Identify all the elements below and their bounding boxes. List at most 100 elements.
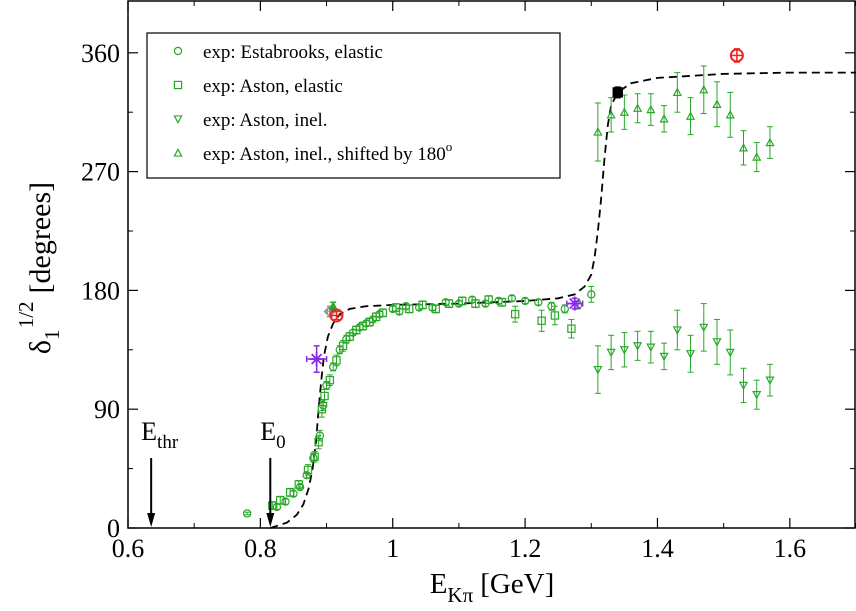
y-axis-label: δ11/2[degrees] xyxy=(14,182,64,354)
data-point xyxy=(632,330,643,361)
triangle-down-marker xyxy=(685,350,696,359)
data-point xyxy=(276,495,285,505)
data-point xyxy=(338,340,348,352)
red-circle-1-marker xyxy=(329,308,344,323)
y-tick-label: 270 xyxy=(81,158,120,187)
triangle-up-marker xyxy=(685,111,696,120)
data-point xyxy=(619,332,629,368)
square-marker xyxy=(405,304,414,314)
legend-label: exp: Aston, inel. xyxy=(203,110,328,131)
data-point xyxy=(285,487,295,497)
data-point xyxy=(619,94,629,130)
data-point xyxy=(560,304,570,314)
data-point xyxy=(606,97,616,133)
data-point xyxy=(365,317,374,327)
data-point xyxy=(242,509,252,518)
data-point xyxy=(325,374,335,386)
data-point xyxy=(699,65,709,115)
triangle-up-marker xyxy=(659,113,669,123)
plot-frame xyxy=(127,0,856,529)
square-marker xyxy=(471,299,480,308)
triangle-up-marker xyxy=(725,109,735,119)
legend-label: exp: Estabrooks, elastic xyxy=(203,42,383,63)
x-tick-label: 1.2 xyxy=(509,534,542,563)
data-point xyxy=(303,464,313,476)
triangle-down-marker xyxy=(672,326,682,335)
data-point xyxy=(593,345,603,394)
data-point xyxy=(471,299,480,309)
square-marker xyxy=(365,317,374,327)
circle-marker xyxy=(587,290,596,299)
square-marker xyxy=(550,311,560,320)
data-points xyxy=(242,65,775,518)
ethr-arrow: Ethr xyxy=(141,417,179,527)
triangle-up-marker xyxy=(593,127,603,136)
legend-item: exp: Aston, inel. xyxy=(173,110,328,131)
legend-item: exp: Aston, inel., shifted by 180o xyxy=(173,139,452,165)
square-marker xyxy=(285,488,295,497)
triangle-up-marker xyxy=(606,109,616,119)
data-point xyxy=(537,309,546,332)
triangle-up-marker xyxy=(699,84,709,94)
data-point xyxy=(371,312,381,322)
data-point xyxy=(672,309,682,351)
triangle-down-marker xyxy=(738,381,749,391)
circle-marker xyxy=(295,482,305,492)
data-point xyxy=(752,142,762,173)
square-marker xyxy=(345,332,354,341)
data-point xyxy=(534,298,543,307)
data-point xyxy=(314,435,323,450)
red-circle-1 xyxy=(329,308,344,323)
data-point xyxy=(332,354,341,367)
square-marker xyxy=(268,501,277,510)
data-point xyxy=(520,296,530,306)
data-point xyxy=(507,294,517,303)
data-point xyxy=(646,330,656,364)
legend-box xyxy=(146,32,561,179)
data-point xyxy=(444,299,454,309)
legend: exp: Estabrooks, elastic exp: Aston, elas… xyxy=(146,32,561,179)
data-point xyxy=(646,93,656,126)
circle-marker xyxy=(242,509,252,518)
data-point xyxy=(317,400,327,418)
tick-labels: 0.6 0.8 1 1.2 1.4 1.6 0 90 180 270 360 xyxy=(81,39,806,563)
dark-green-triangle-marker xyxy=(328,301,338,310)
triangle-down-marker xyxy=(752,391,762,400)
square-marker xyxy=(458,296,467,306)
data-point xyxy=(699,303,709,352)
data-point xyxy=(484,295,493,305)
data-point xyxy=(587,285,596,303)
triangle-up-marker xyxy=(632,103,643,112)
legend-item: exp: Aston, elastic xyxy=(173,76,343,97)
triangle-up-marker xyxy=(712,99,722,108)
x-tick-label: 1 xyxy=(386,534,399,563)
circle-marker xyxy=(520,296,530,306)
x-tick-label: 0.6 xyxy=(112,534,145,563)
data-point xyxy=(712,318,722,365)
square-marker xyxy=(332,356,341,365)
square-marker xyxy=(294,480,303,489)
data-point xyxy=(418,300,427,310)
data-point xyxy=(320,388,329,404)
x-tick-label: 1.6 xyxy=(774,534,807,563)
x-tick-label: 0.8 xyxy=(244,534,277,563)
square-marker xyxy=(320,391,329,401)
legend-label: exp: Aston, elastic xyxy=(203,76,343,97)
circle-legend-icon xyxy=(173,46,183,56)
square-marker xyxy=(444,299,454,308)
triangle-down-marker xyxy=(606,348,616,358)
triangle-down-marker xyxy=(646,343,656,353)
triangle-down-marker xyxy=(632,342,643,351)
square-marker xyxy=(276,496,285,505)
series-triangle-down xyxy=(593,303,775,410)
data-point xyxy=(672,72,682,113)
y-tick-label: 0 xyxy=(107,514,120,543)
square-marker xyxy=(497,298,507,307)
square-marker xyxy=(418,300,427,310)
data-point xyxy=(725,329,735,376)
data-point xyxy=(738,130,749,166)
purple-star-1-marker xyxy=(309,352,324,367)
square-marker xyxy=(338,341,348,351)
triangle-up-marker xyxy=(672,87,682,97)
data-point xyxy=(752,379,762,410)
